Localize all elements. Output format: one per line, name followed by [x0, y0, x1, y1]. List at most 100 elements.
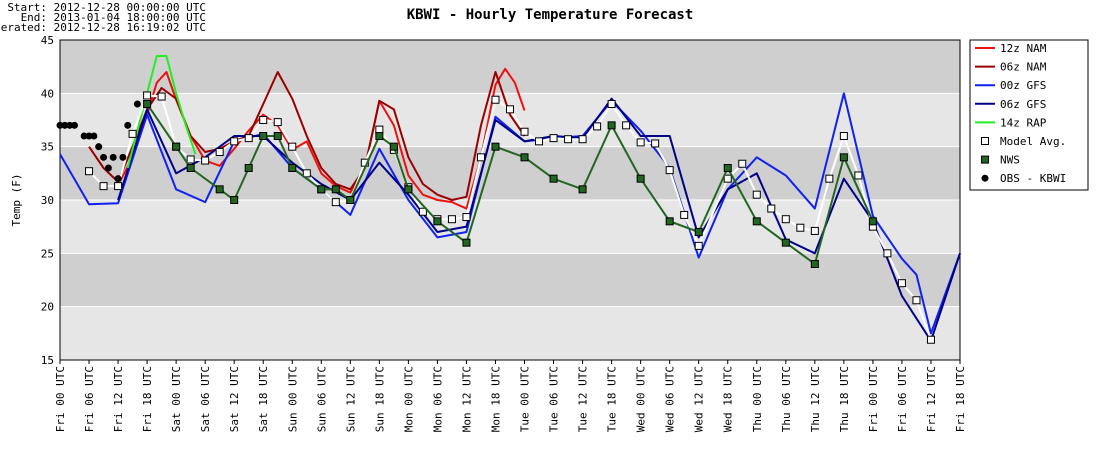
- point: [346, 196, 355, 204]
- point: [143, 91, 152, 100]
- point: [694, 228, 703, 236]
- point: [186, 164, 195, 172]
- x-tick-label: Sun 00 UTC: [286, 366, 299, 432]
- x-tick-label: Fri 18 UTC: [141, 366, 154, 432]
- point: [723, 174, 732, 183]
- x-tick-label: Fri 18 UTC: [954, 366, 967, 432]
- point: [752, 190, 761, 199]
- point: [535, 137, 544, 146]
- point: [723, 164, 732, 172]
- legend-label: NWS: [1000, 154, 1020, 167]
- x-tick-label: Thu 00 UTC: [751, 366, 764, 432]
- x-tick-label: Fri 12 UTC: [925, 366, 938, 432]
- point: [317, 185, 326, 194]
- point: [781, 215, 790, 224]
- point: [868, 217, 877, 226]
- x-tick-label: Tue 18 UTC: [606, 366, 619, 432]
- band: [60, 253, 960, 307]
- point: [665, 217, 674, 226]
- point: [85, 132, 93, 140]
- point: [781, 238, 790, 247]
- point: [578, 185, 587, 194]
- point: [549, 134, 558, 143]
- y-tick-label: 35: [41, 141, 54, 154]
- point: [244, 134, 253, 143]
- legend-label: 14z RAP: [1000, 116, 1047, 129]
- point: [201, 156, 210, 165]
- x-tick-label: Tue 06 UTC: [548, 366, 561, 432]
- point: [259, 116, 268, 124]
- point: [215, 185, 224, 194]
- point: [302, 169, 311, 178]
- x-tick-label: Fri 12 UTC: [112, 366, 125, 432]
- point: [738, 159, 747, 168]
- point: [109, 153, 117, 161]
- point: [244, 164, 253, 172]
- series-line: [88, 94, 932, 341]
- y-tick-label: 40: [41, 87, 54, 100]
- point: [90, 132, 98, 140]
- point: [578, 135, 587, 144]
- point: [230, 137, 239, 146]
- point: [926, 335, 935, 344]
- point: [665, 166, 674, 175]
- legend-label: 06z GFS: [1000, 98, 1046, 111]
- point: [839, 153, 848, 162]
- point: [418, 207, 427, 216]
- series-line: [126, 55, 197, 169]
- point: [104, 164, 112, 172]
- point: [331, 185, 340, 194]
- point: [476, 153, 485, 162]
- point: [100, 153, 108, 161]
- point: [114, 175, 122, 183]
- point: [124, 121, 132, 129]
- info-start: Start: 2012-12-28 00:00:00 UTC: [7, 1, 206, 14]
- x-tick-label: Fri 06 UTC: [896, 366, 909, 432]
- x-tick-label: Mon 00 UTC: [402, 366, 415, 432]
- band: [60, 200, 960, 254]
- y-tick-label: 45: [41, 34, 54, 47]
- point: [810, 260, 819, 268]
- chart-title: KBWI - Hourly Temperature Forecast: [407, 7, 694, 23]
- y-tick-label: 25: [41, 247, 54, 260]
- point: [651, 139, 660, 148]
- x-tick-label: Sun 12 UTC: [344, 366, 357, 432]
- x-tick-label: Fri 06 UTC: [83, 366, 96, 432]
- x-tick-label: Wed 12 UTC: [693, 366, 706, 432]
- point: [694, 241, 703, 250]
- point: [520, 127, 529, 136]
- point: [99, 182, 108, 191]
- x-tick-label: Sun 06 UTC: [315, 366, 328, 432]
- y-tick-label: 20: [41, 301, 54, 314]
- x-tick-label: Wed 00 UTC: [635, 366, 648, 432]
- point: [854, 171, 863, 180]
- band: [60, 306, 960, 360]
- point: [273, 118, 282, 127]
- point: [259, 132, 268, 140]
- x-tick-label: Fri 00 UTC: [867, 366, 880, 432]
- point: [520, 153, 529, 162]
- point: [186, 155, 195, 164]
- point: [157, 92, 166, 101]
- point: [389, 142, 398, 151]
- plot-frame: [59, 39, 961, 361]
- point: [114, 182, 123, 191]
- x-tick-label: Sun 18 UTC: [373, 366, 386, 432]
- point: [912, 296, 921, 305]
- point: [593, 122, 602, 131]
- point: [752, 217, 761, 226]
- info-generated: Generated: 2012-12-28 16:19:02 UTC: [0, 21, 206, 34]
- point: [897, 279, 906, 288]
- point: [95, 143, 103, 151]
- point: [230, 196, 239, 204]
- point: [288, 142, 297, 151]
- legend-label: OBS - KBWI: [1000, 172, 1066, 185]
- point: [680, 210, 689, 219]
- x-tick-label: Thu 12 UTC: [809, 366, 822, 432]
- point: [767, 204, 776, 213]
- legend-swatch: [981, 137, 989, 145]
- point: [215, 148, 224, 156]
- band: [60, 40, 960, 94]
- point: [810, 226, 819, 235]
